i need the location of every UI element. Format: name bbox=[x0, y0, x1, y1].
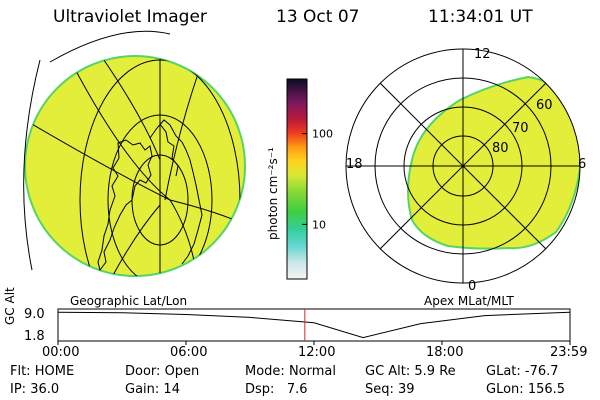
apex-panel-label: Apex MLat/MLT bbox=[424, 294, 514, 308]
status-glat: GLat: -76.7 bbox=[486, 364, 559, 379]
polar-image-panel: 12 0 18 6 60 70 80 bbox=[345, 47, 586, 294]
emission-disk bbox=[24, 55, 246, 277]
geographic-panel-label: Geographic Lat/Lon bbox=[70, 294, 188, 308]
colorbar-tick-label: 100 bbox=[312, 128, 333, 141]
polar-grid bbox=[345, 48, 581, 284]
lat-label-70: 70 bbox=[512, 121, 529, 136]
colorbar: 100 10 photon cm⁻²s⁻¹ bbox=[266, 78, 333, 280]
altitude-ytick-bottom: 1.8 bbox=[24, 329, 45, 344]
altitude-frame bbox=[57, 308, 571, 342]
mlt-label-bottom: 0 bbox=[468, 279, 476, 294]
status-ip: IP: 36.0 bbox=[10, 382, 60, 397]
colorbar-gradient bbox=[286, 78, 308, 280]
status-dsp: Dsp: 7.6 bbox=[245, 382, 308, 397]
auroral-oval bbox=[407, 75, 580, 250]
outer-arc-top bbox=[49, 30, 171, 63]
date-label: 13 Oct 07 bbox=[276, 7, 360, 27]
mlt-label-right: 6 bbox=[578, 157, 586, 172]
time-tick-0000: 00:00 bbox=[42, 345, 80, 360]
mlt-label-left: 18 bbox=[346, 157, 363, 172]
colorbar-ticks: 100 10 bbox=[302, 128, 333, 231]
time-label: 11:34:01 UT bbox=[428, 7, 533, 27]
coastline-inner bbox=[159, 123, 179, 177]
status-seq: Seq: 39 bbox=[365, 382, 415, 397]
outer-arc-left bbox=[23, 59, 41, 271]
lat-label-80: 80 bbox=[492, 141, 509, 156]
mlt-label-top: 12 bbox=[474, 47, 491, 62]
lat-lon-grid bbox=[25, 56, 245, 276]
status-door: Door: Open bbox=[125, 364, 200, 379]
status-mode: Mode: Normal bbox=[245, 364, 336, 379]
altitude-ytick-top: 9.0 bbox=[24, 307, 45, 322]
status-gc-alt: GC Alt: 5.9 Re bbox=[365, 364, 456, 379]
lat-label-60: 60 bbox=[536, 98, 553, 113]
coastline-east bbox=[149, 119, 203, 265]
geographic-image-panel bbox=[23, 30, 246, 277]
time-tick-1800: 18:00 bbox=[426, 345, 464, 360]
coastline bbox=[97, 139, 153, 272]
altitude-x-ticks bbox=[57, 341, 571, 345]
time-tick-1200: 12:00 bbox=[298, 345, 336, 360]
status-glon: GLon: 156.5 bbox=[486, 382, 566, 397]
altitude-ylabel: GC Alt bbox=[3, 287, 17, 325]
altitude-curve bbox=[57, 311, 570, 339]
instrument-title: Ultraviolet Imager bbox=[53, 7, 207, 27]
colorbar-unit-label: photon cm⁻²s⁻¹ bbox=[266, 147, 280, 240]
time-tick-0600: 06:00 bbox=[170, 345, 208, 360]
time-tick-2359: 23:59 bbox=[550, 345, 588, 360]
status-flt: Flt: HOME bbox=[10, 364, 75, 379]
status-gain: Gain: 14 bbox=[125, 382, 180, 397]
colorbar-tick-label: 10 bbox=[312, 218, 326, 231]
altitude-plot bbox=[57, 308, 571, 345]
